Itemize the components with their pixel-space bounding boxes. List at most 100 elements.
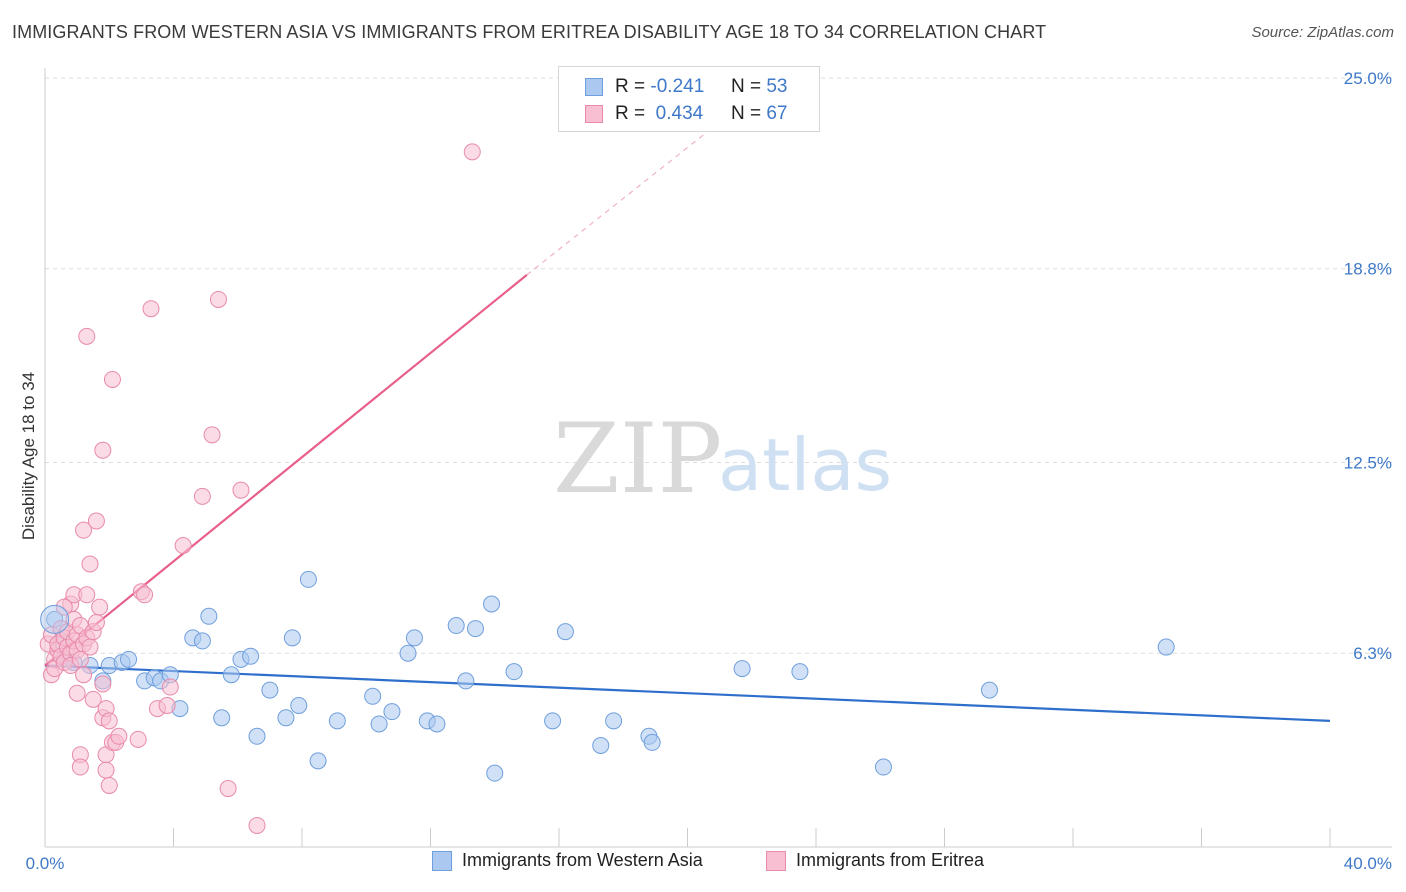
- point-western-asia: [643, 733, 661, 751]
- point-eritrea: [91, 598, 109, 616]
- legend-row-eritrea: R = 0.434 N = 67: [585, 102, 787, 126]
- y-tick-label: 6.3%: [1353, 644, 1392, 663]
- point-eritrea: [68, 684, 86, 702]
- point-eritrea: [71, 758, 89, 776]
- point-eritrea: [75, 666, 93, 684]
- point-western-asia: [447, 617, 465, 635]
- point-eritrea: [100, 712, 118, 730]
- point-eritrea: [219, 780, 237, 798]
- watermark-atlas: atlas: [718, 423, 892, 507]
- point-western-asia: [193, 632, 211, 650]
- point-western-asia: [405, 629, 423, 647]
- point-western-asia: [791, 663, 809, 681]
- point-western-asia: [283, 629, 301, 647]
- point-eritrea: [81, 638, 99, 656]
- grid-lines: [45, 77, 1392, 654]
- point-eritrea: [248, 816, 266, 834]
- bottom-legend-label: Immigrants from Eritrea: [796, 850, 985, 870]
- point-western-asia: [299, 570, 317, 588]
- point-western-asia: [556, 623, 574, 641]
- legend-n-label: N =: [730, 103, 762, 124]
- point-eritrea: [129, 730, 147, 748]
- point-western-asia: [592, 736, 610, 754]
- point-western-asia: [328, 712, 346, 730]
- legend-r-label: R =: [615, 103, 646, 124]
- legend-n-value: 67: [766, 103, 788, 124]
- point-eritrea: [84, 690, 102, 708]
- point-eritrea: [94, 441, 112, 459]
- y-axis-label: Disability Age 18 to 34: [19, 372, 38, 540]
- point-western-asia: [483, 595, 501, 613]
- y-tick-label: 12.5%: [1344, 454, 1392, 473]
- chart-source: Source: ZipAtlas.com: [1251, 24, 1394, 41]
- point-western-asia: [428, 715, 446, 733]
- bottom-legend-swatch-eritrea: [766, 850, 786, 871]
- point-western-asia: [605, 712, 623, 730]
- point-western-asia: [466, 620, 484, 638]
- point-eritrea: [100, 776, 118, 794]
- point-eritrea: [158, 697, 176, 715]
- point-western-asia: [505, 663, 523, 681]
- point-eritrea: [87, 512, 105, 530]
- legend-swatch-western-asia: [585, 78, 603, 96]
- point-western-asia: [290, 697, 308, 715]
- axes: [44, 68, 1392, 848]
- bottom-legend-western-asia: Immigrants from Western Asia: [432, 850, 703, 871]
- x-tick-label: 40.0%: [1344, 854, 1392, 873]
- chart-title: IMMIGRANTS FROM WESTERN ASIA VS IMMIGRAN…: [12, 22, 1047, 42]
- bottom-legend-swatch-western-asia: [432, 850, 452, 871]
- point-western-asia: [213, 709, 231, 727]
- point-eritrea: [193, 487, 211, 505]
- point-western-asia: [399, 644, 417, 662]
- point-eritrea: [94, 675, 112, 693]
- point-eritrea: [55, 598, 73, 616]
- point-western-asia: [120, 650, 138, 668]
- point-western-asia: [370, 715, 388, 733]
- point-western-asia: [242, 647, 260, 665]
- trend-lines: [44, 111, 1331, 722]
- trend-line-eritrea: [44, 274, 528, 667]
- data-points: [39, 143, 1175, 834]
- watermark: ZIP atlas: [553, 403, 892, 515]
- bottom-legend-eritrea: Immigrants from Eritrea: [766, 850, 984, 871]
- point-western-asia: [277, 709, 295, 727]
- point-eritrea: [81, 555, 99, 573]
- point-eritrea: [142, 300, 160, 318]
- legend-swatch-eritrea: [585, 105, 603, 123]
- point-eritrea: [161, 678, 179, 696]
- legend-r-label: R =: [615, 76, 646, 97]
- point-eritrea: [174, 537, 192, 555]
- point-western-asia: [980, 681, 998, 699]
- point-western-asia: [1157, 638, 1175, 656]
- point-western-asia: [733, 660, 751, 678]
- legend-r-value: 0.434: [650, 103, 704, 124]
- point-eritrea: [103, 370, 121, 388]
- point-western-asia: [200, 607, 218, 625]
- legend-r-value: -0.241: [650, 76, 705, 97]
- point-western-asia: [261, 681, 279, 699]
- trend-line-western-asia: [44, 664, 1331, 722]
- point-western-asia: [874, 758, 892, 776]
- point-western-asia: [457, 672, 475, 690]
- tick-labels: 6.3% 12.5% 18.8% 25.0% 0.0% 40.0%: [26, 69, 1392, 873]
- point-western-asia: [40, 604, 70, 634]
- point-western-asia: [383, 703, 401, 721]
- point-western-asia: [309, 752, 327, 770]
- x-tick-label: 0.0%: [26, 854, 65, 873]
- point-eritrea: [136, 586, 154, 604]
- point-eritrea: [232, 481, 250, 499]
- point-eritrea: [97, 761, 115, 779]
- trend-extension-eritrea: [526, 111, 733, 276]
- bottom-legend-label: Immigrants from Western Asia: [462, 850, 703, 870]
- point-western-asia: [544, 712, 562, 730]
- point-western-asia: [248, 727, 266, 745]
- point-eritrea: [87, 613, 105, 631]
- legend-row-western-asia: R = -0.241 N = 53: [585, 75, 787, 99]
- y-tick-label: 18.8%: [1344, 260, 1392, 279]
- point-western-asia: [486, 764, 504, 782]
- point-eritrea: [110, 727, 128, 745]
- correlation-legend: R = -0.241 N = 53 R = 0.434 N = 67: [558, 66, 820, 132]
- point-eritrea: [78, 327, 96, 345]
- legend-n-value: 53: [766, 76, 788, 97]
